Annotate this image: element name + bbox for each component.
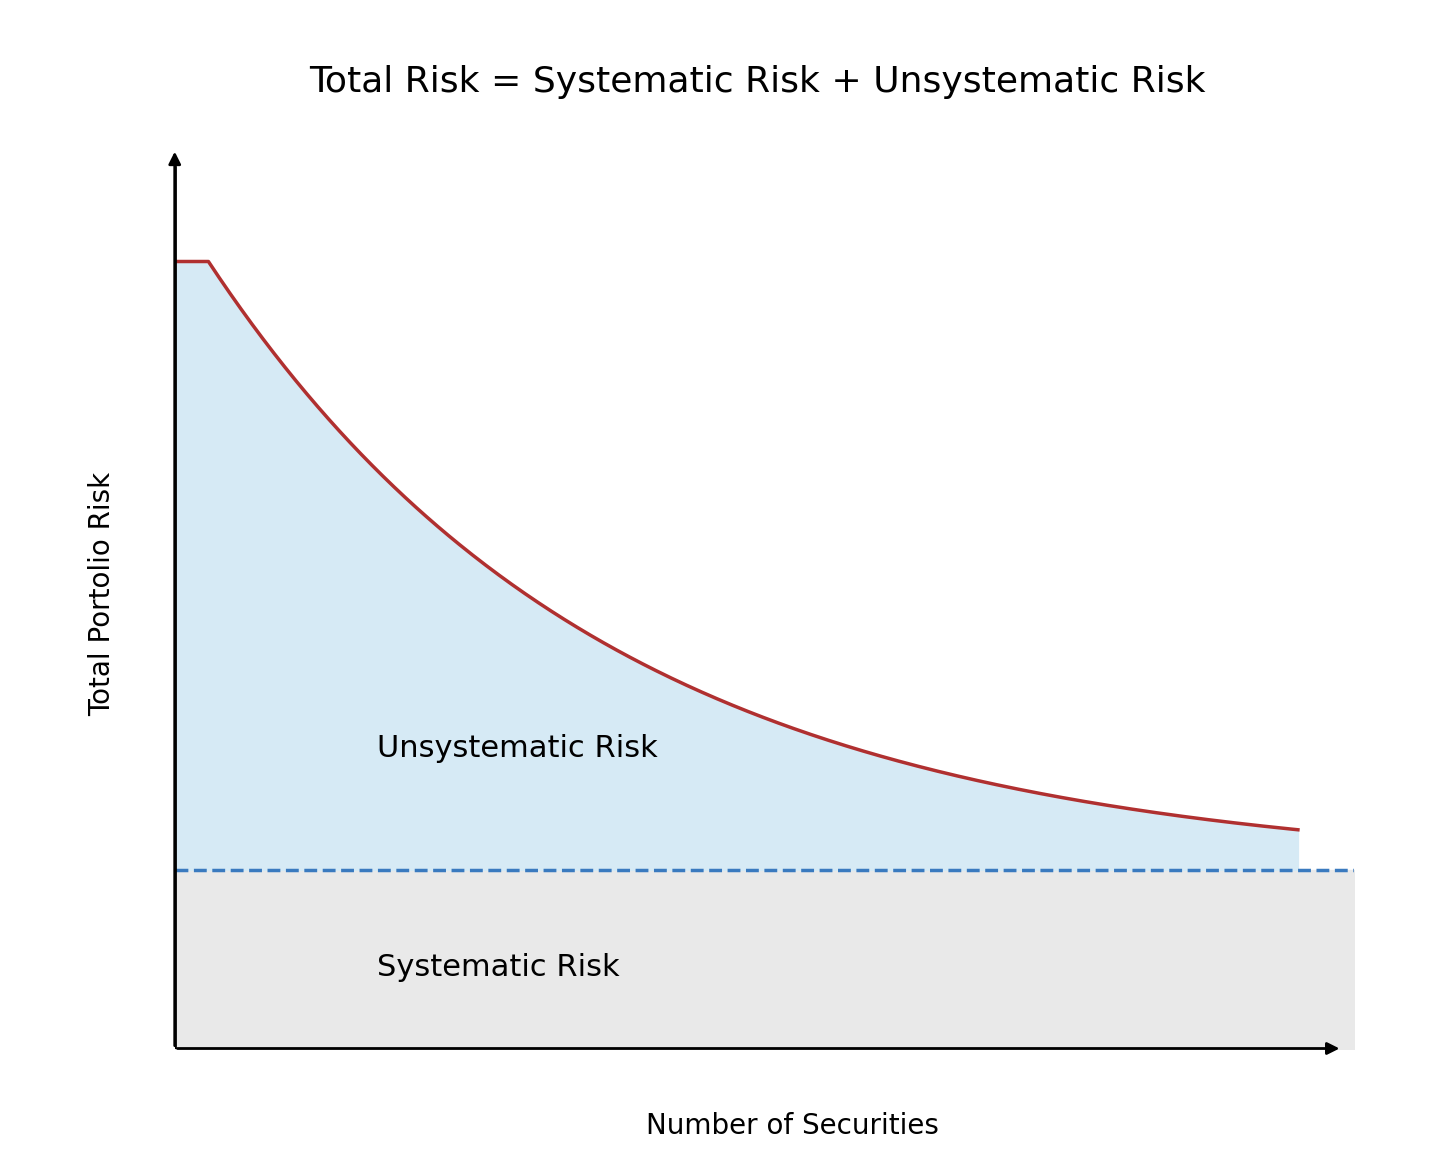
Text: Unsystematic Risk: Unsystematic Risk [377, 734, 658, 763]
Text: Systematic Risk: Systematic Risk [377, 953, 619, 982]
Text: Total Risk = Systematic Risk + Unsystematic Risk: Total Risk = Systematic Risk + Unsystema… [309, 64, 1206, 99]
Text: Total Portolio Risk: Total Portolio Risk [87, 472, 115, 716]
Text: Number of Securities: Number of Securities [646, 1111, 939, 1139]
